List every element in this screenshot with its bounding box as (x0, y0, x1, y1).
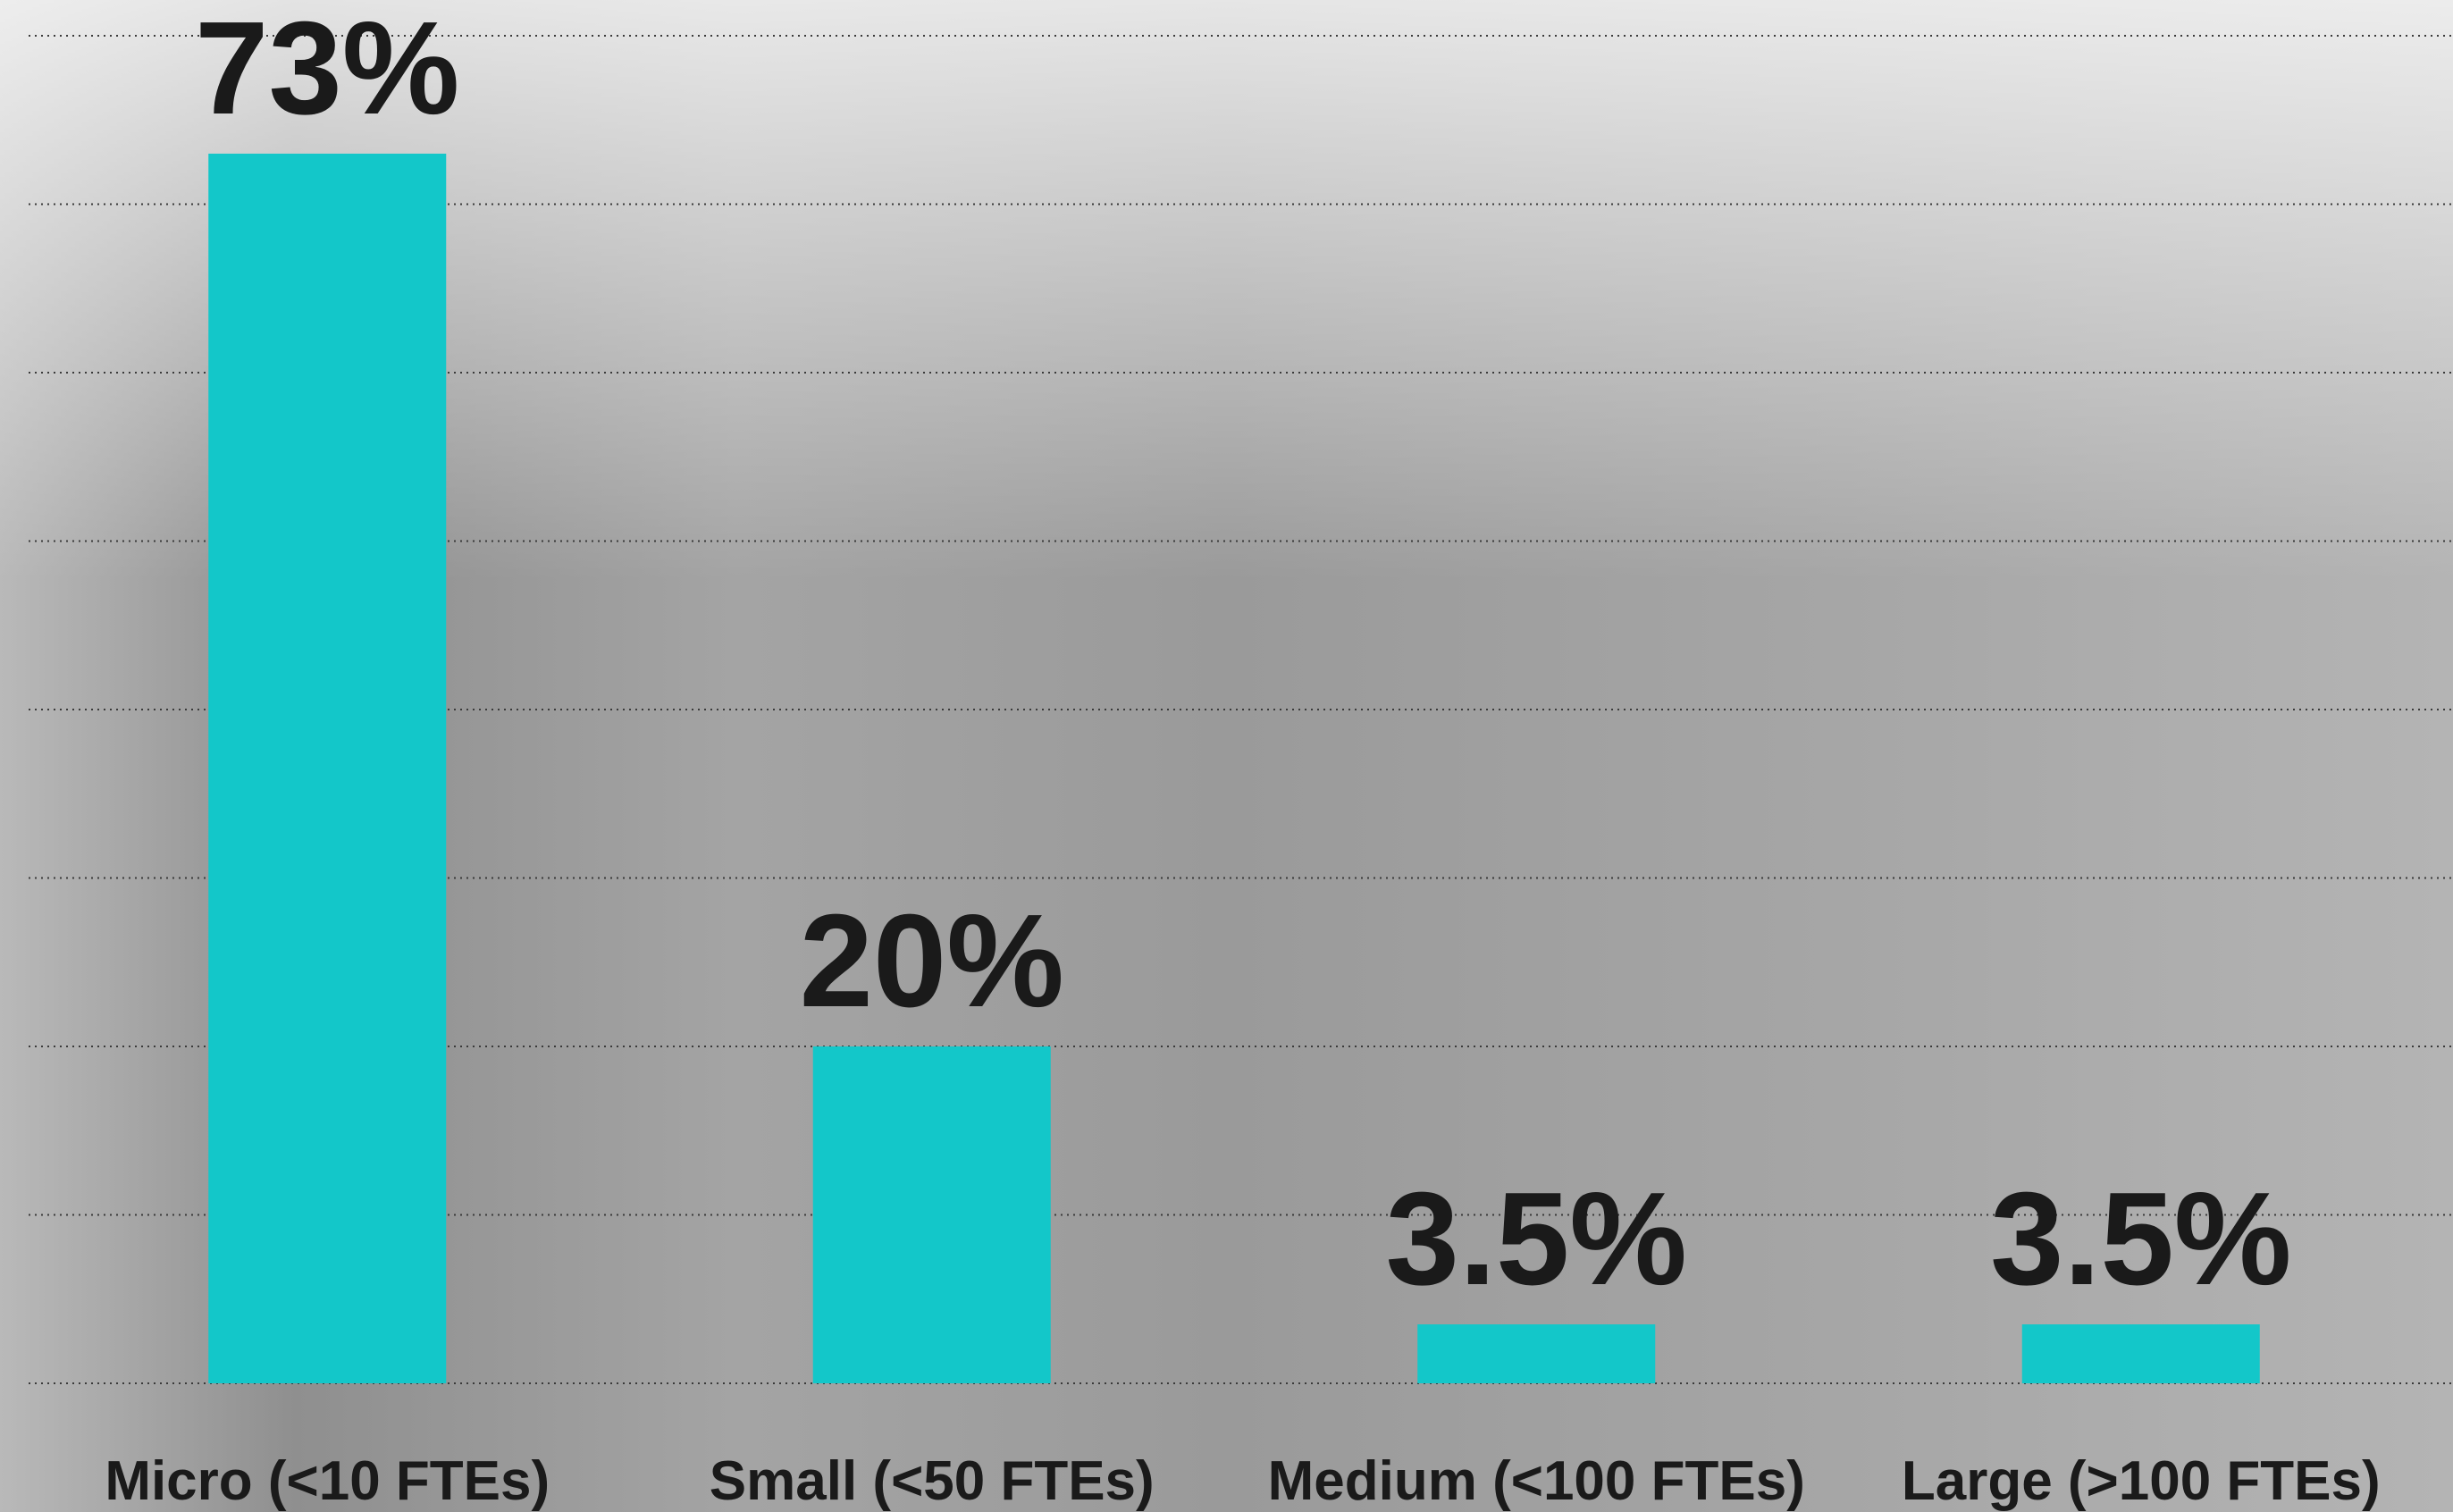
x-tick-label: Micro (<10 FTEs) (105, 1450, 550, 1512)
value-label: 3.5% (1990, 1165, 2291, 1313)
bar (1417, 1324, 1656, 1383)
bar (2021, 1324, 2260, 1383)
value-label: 73% (195, 0, 459, 142)
x-tick-label: Small (<50 FTEs) (710, 1450, 1155, 1512)
bar (208, 153, 447, 1384)
x-tick-label: Medium (<100 FTEs) (1268, 1450, 1805, 1512)
bar (812, 1046, 1051, 1383)
x-tick-label: Large (>100 FTEs) (1902, 1450, 2381, 1512)
value-label: 20% (800, 887, 1064, 1035)
value-label: 3.5% (1386, 1165, 1687, 1313)
bars: 73% Micro (<10 FTEs) 20% Small (<50 FTEs) 3.… (105, 0, 2380, 1512)
